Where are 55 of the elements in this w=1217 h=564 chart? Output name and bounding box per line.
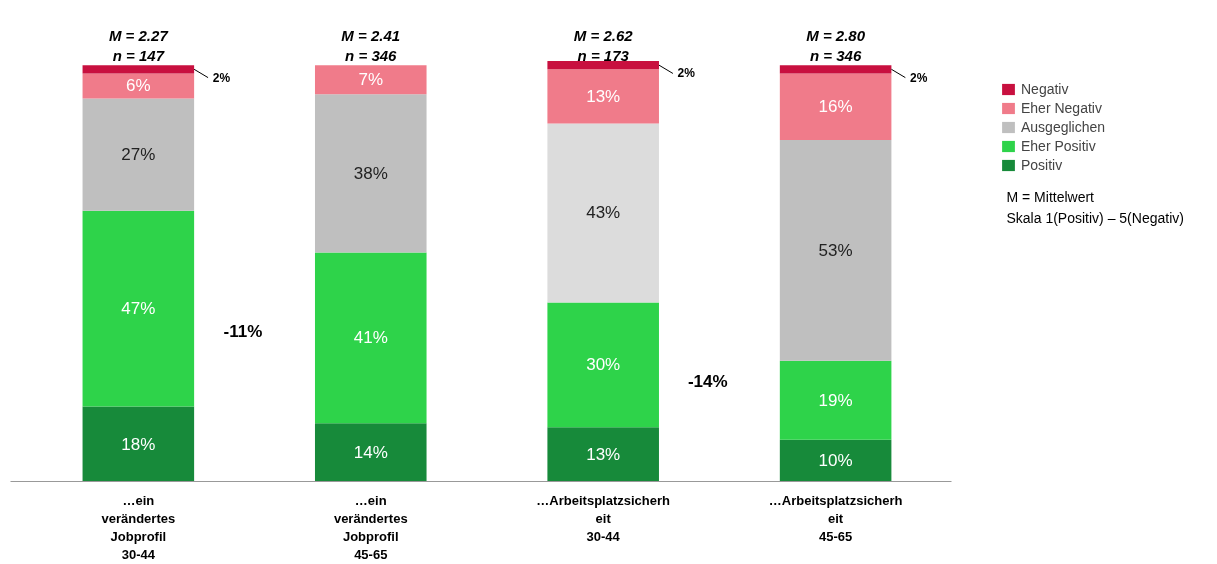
bar bbox=[547, 427, 659, 482]
data-label: 7% bbox=[358, 70, 384, 90]
data-label: 16% bbox=[818, 97, 853, 117]
bar bbox=[779, 439, 892, 482]
legend-label: Eher Negativ bbox=[1021, 100, 1102, 116]
bar bbox=[314, 94, 427, 253]
data-label: 19% bbox=[818, 390, 853, 410]
data-label: 2% bbox=[212, 70, 231, 85]
bar bbox=[82, 65, 195, 74]
data-label: 2% bbox=[677, 66, 696, 81]
x-tick-label: …Arbeitsplatzsicherh eit 45-65 bbox=[768, 492, 903, 544]
bar bbox=[779, 73, 892, 141]
bar bbox=[779, 140, 892, 361]
data-label: 13% bbox=[586, 444, 621, 464]
data-label: 18% bbox=[121, 434, 156, 454]
annotation: M = 2.27 n = 147 bbox=[108, 26, 169, 65]
legend-label: Negativ bbox=[1021, 81, 1069, 97]
annotation: M = 2.41 n = 346 bbox=[341, 26, 401, 65]
x-tick-label: …ein verändertes Jobprofil 45-65 bbox=[333, 492, 408, 562]
x-tick-label: …ein verändertes Jobprofil 30-44 bbox=[101, 492, 176, 562]
data-label: 14% bbox=[353, 442, 388, 462]
data-label: 2% bbox=[909, 70, 928, 85]
data-label: 43% bbox=[586, 203, 621, 223]
annotation: -11% bbox=[223, 322, 263, 342]
bar bbox=[547, 69, 659, 124]
data-label: 6% bbox=[126, 76, 151, 96]
bar bbox=[547, 60, 659, 70]
text: Skala 1(Positiv) – 5(Negativ) bbox=[1006, 210, 1184, 227]
bar bbox=[547, 123, 659, 303]
data-label: 38% bbox=[353, 163, 388, 183]
legend-label: Positiv bbox=[1021, 157, 1063, 173]
annotation: -14% bbox=[687, 372, 728, 392]
data-label: 41% bbox=[353, 328, 388, 348]
data-label: 30% bbox=[586, 355, 621, 375]
legend-label: Ausgeglichen bbox=[1021, 119, 1106, 135]
data-label: 13% bbox=[586, 86, 621, 106]
bar bbox=[779, 65, 892, 74]
bar bbox=[314, 423, 427, 482]
bar bbox=[547, 302, 659, 428]
annotation: M = 2.62 n = 173 bbox=[573, 26, 634, 65]
bar bbox=[314, 252, 427, 424]
data-label: 53% bbox=[818, 240, 853, 260]
bar bbox=[82, 210, 195, 407]
bar bbox=[314, 65, 427, 95]
bar bbox=[82, 73, 195, 99]
x-tick-label: …Arbeitsplatzsicherh eit 30-44 bbox=[536, 492, 671, 544]
legend-label: Eher Positiv bbox=[1021, 138, 1096, 154]
bar bbox=[82, 406, 195, 482]
annotation: M = 2.80 n = 346 bbox=[806, 26, 866, 65]
text: M = Mittelwert bbox=[1006, 189, 1095, 206]
data-label: 47% bbox=[121, 299, 156, 319]
bar bbox=[779, 360, 892, 440]
data-label: 10% bbox=[818, 451, 853, 471]
bar bbox=[82, 98, 195, 211]
data-label: 27% bbox=[121, 145, 156, 165]
